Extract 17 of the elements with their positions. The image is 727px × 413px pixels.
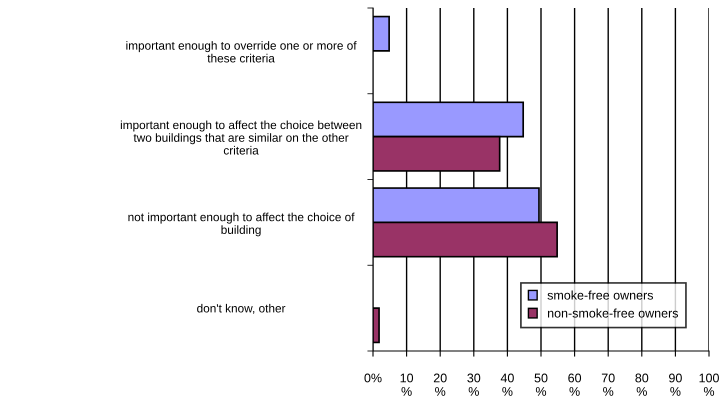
y-tick-label: not important enough to affect the choice of building — [128, 212, 355, 236]
x-tick-label: 50 % — [534, 374, 548, 396]
legend-label: non-smoke-free owners — [548, 308, 678, 318]
x-tick-label: 100 % — [700, 374, 719, 396]
x-tick-label: 40 % — [500, 374, 514, 396]
y-tick-label: important enough to affect the choice between two buildings that are similar on the other criteria — [120, 120, 362, 155]
x-tick-label: 60 % — [568, 374, 582, 396]
y-tick-label: important enough to override one or more of these criteria — [126, 41, 357, 62]
legend-label: smoke-free owners — [548, 290, 653, 300]
x-tick-label: 30 % — [467, 374, 480, 396]
x-tick-label: 90 % — [669, 374, 682, 396]
x-tick-label: 80 % — [635, 374, 648, 396]
x-tick-label: 70 % — [602, 374, 615, 396]
y-tick-label: don't know, other — [197, 304, 286, 314]
x-tick-label: 0% — [364, 374, 382, 382]
x-tick-label: 10 % — [400, 374, 414, 396]
x-tick-label: 20 % — [434, 374, 447, 396]
